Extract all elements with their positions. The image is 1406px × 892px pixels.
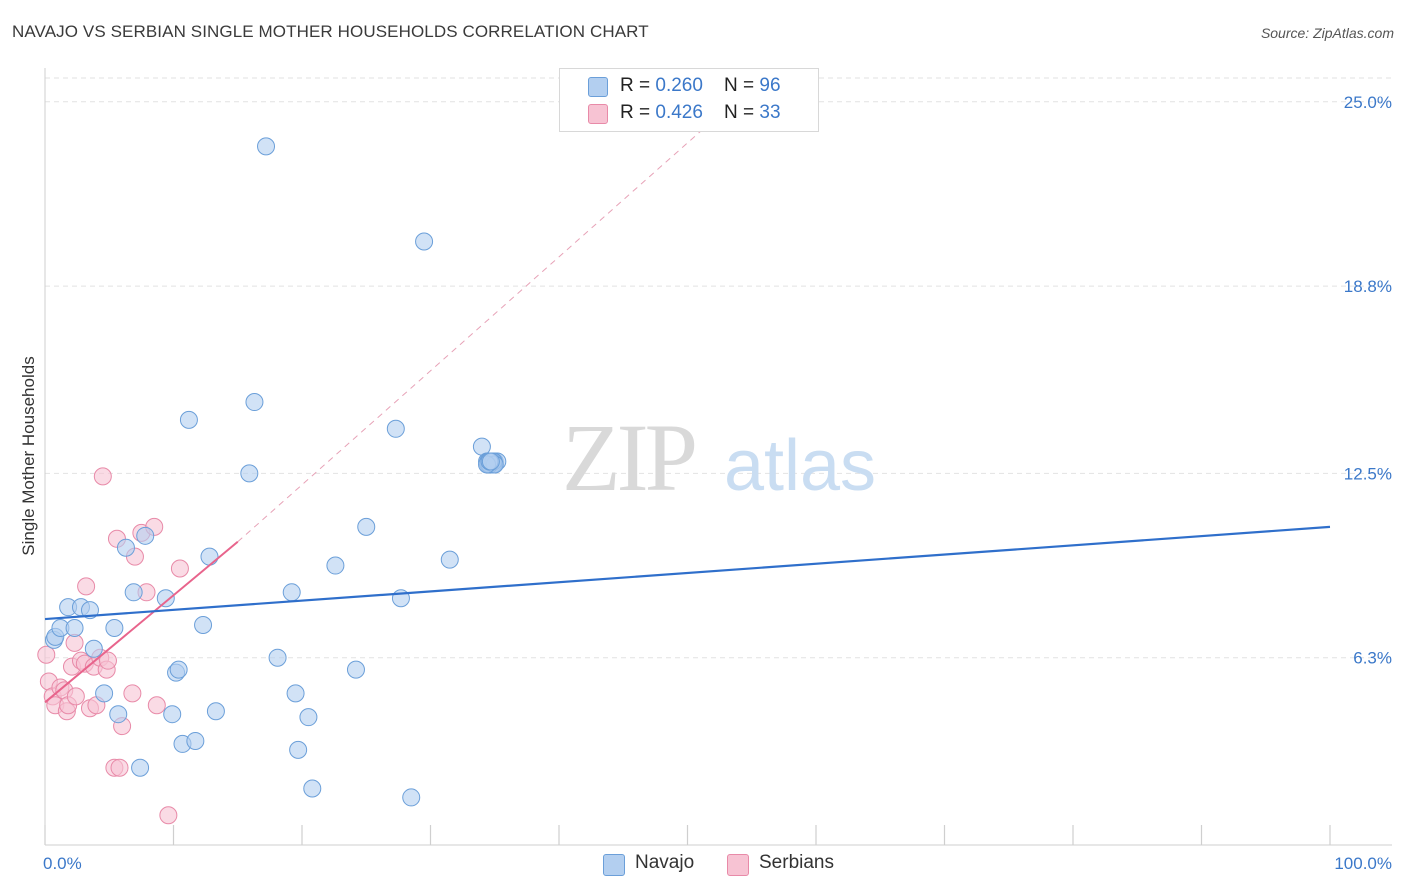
serbians-trend-extension — [237, 131, 701, 543]
trend-lines — [44, 131, 1331, 704]
serbians-point — [147, 696, 166, 715]
navajo-r-value: 0.260 — [655, 75, 703, 96]
source-label: Source: ZipAtlas.com — [1260, 25, 1394, 41]
navajo-trend-line — [44, 525, 1331, 621]
navajo-point — [200, 547, 219, 566]
navajo-point — [357, 517, 376, 536]
serbians-r-value: 0.426 — [655, 102, 703, 123]
navajo-point — [80, 601, 99, 620]
serbians-point — [77, 577, 96, 596]
navajo-point — [440, 550, 459, 569]
navajo-point — [105, 618, 124, 637]
navajo-point — [186, 731, 205, 750]
navajo-stats: R = 0.260 N = 96 — [620, 75, 781, 97]
legend: R = 0.260 N = 96 R = 0.426 N = 33 — [559, 68, 819, 132]
y-tick-label: 18.8% — [1344, 277, 1392, 296]
navajo-point — [109, 705, 128, 724]
navajo-point — [194, 616, 213, 635]
navajo-point — [206, 702, 225, 721]
serbians-r-label: R = — [620, 102, 656, 123]
watermark-atlas: atlas — [724, 426, 876, 506]
watermark-zip: ZIP — [562, 404, 695, 511]
y-tick-label: 25.0% — [1344, 93, 1392, 112]
navajo-legend-label: Navajo — [635, 852, 695, 873]
navajo-point — [299, 708, 318, 727]
navajo-point — [386, 419, 405, 438]
navajo-point — [268, 648, 287, 667]
navajo-point — [257, 137, 276, 156]
serbians-point — [37, 645, 56, 664]
navajo-point — [131, 758, 150, 777]
navajo-point — [326, 556, 345, 575]
navajo-point — [84, 639, 103, 658]
y-tick-label: 12.5% — [1344, 464, 1392, 483]
navajo-n-value: 96 — [759, 75, 781, 96]
navajo-point — [156, 589, 175, 608]
serbians-point — [159, 806, 178, 825]
navajo-swatch — [588, 77, 608, 97]
serbians-legend-swatch — [727, 854, 749, 876]
navajo-point — [289, 740, 308, 759]
serbians-stats: R = 0.426 N = 33 — [620, 102, 781, 124]
navajo-point — [179, 410, 198, 429]
navajo-point — [240, 464, 259, 483]
serbians-point — [170, 559, 189, 578]
watermark: ZIP atlas — [562, 404, 876, 511]
serbians-point — [123, 684, 142, 703]
x-tick-label-max: 100.0% — [1334, 854, 1392, 873]
serbians-point — [66, 687, 85, 706]
navajo-point — [124, 583, 143, 602]
navajo-point — [282, 583, 301, 602]
navajo-point — [169, 660, 188, 679]
x-tick-label-min: 0.0% — [43, 854, 82, 873]
navajo-point — [286, 684, 305, 703]
axes — [44, 68, 1392, 846]
navajo-points — [44, 137, 507, 807]
serbians-point — [93, 467, 112, 486]
serbians-n-label: N = — [724, 102, 760, 123]
navajo-point — [303, 779, 322, 798]
navajo-point — [346, 660, 365, 679]
navajo-point — [95, 684, 114, 703]
chart-title: NAVAJO VS SERBIAN SINGLE MOTHER HOUSEHOL… — [12, 22, 649, 41]
navajo-point — [116, 538, 135, 557]
navajo-point — [415, 232, 434, 251]
navajo-point — [481, 452, 500, 471]
navajo-point — [163, 705, 182, 724]
navajo-n-label: N = — [724, 75, 760, 96]
serbians-swatch — [588, 104, 608, 124]
navajo-point — [65, 618, 84, 637]
navajo-r-label: R = — [620, 75, 656, 96]
serbians-point — [110, 758, 129, 777]
tick-labels: 6.3% 12.5% 18.8% 25.0% 0.0% 100.0% — [43, 93, 1392, 873]
y-tick-label: 6.3% — [1353, 649, 1392, 668]
serbians-n-value: 33 — [759, 102, 781, 123]
navajo-legend-swatch — [603, 854, 625, 876]
navajo-point — [136, 526, 155, 545]
serbians-trend-line — [44, 540, 239, 704]
navajo-point — [245, 393, 264, 412]
serbians-point — [98, 651, 117, 670]
y-axis-label: Single Mother Households — [19, 356, 38, 555]
navajo-point — [402, 788, 421, 807]
serbians-legend-label: Serbians — [759, 852, 834, 873]
